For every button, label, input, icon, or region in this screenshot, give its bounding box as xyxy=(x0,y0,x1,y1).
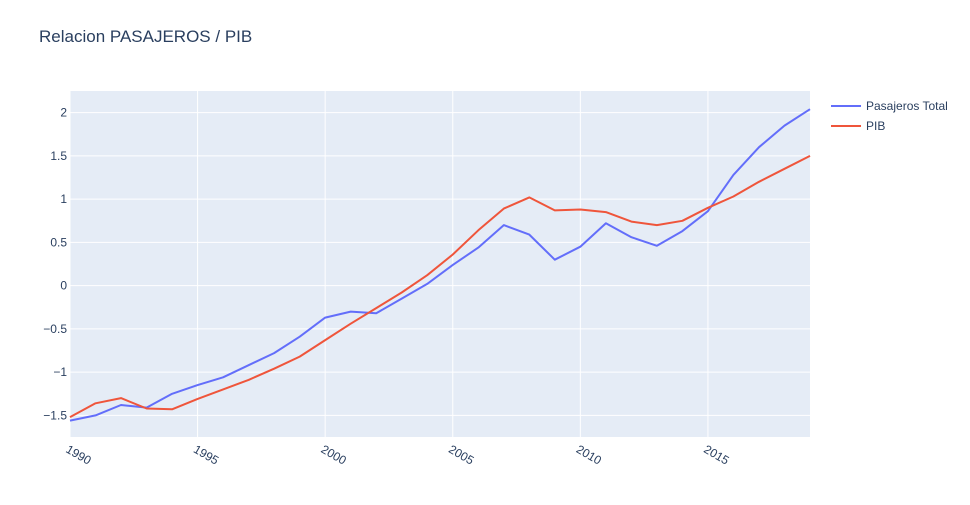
legend-item[interactable]: Pasajeros Total xyxy=(831,99,948,113)
series-line-pasajeros-total xyxy=(69,108,811,422)
y-tick-label: −0.5 xyxy=(43,322,67,336)
series-lines xyxy=(69,108,811,422)
x-tick-label: 1990 xyxy=(64,442,94,468)
chart-title: Relacion PASAJEROS / PIB xyxy=(39,27,252,46)
x-tick-label: 2010 xyxy=(574,442,604,468)
legend-label: PIB xyxy=(866,119,885,133)
legend[interactable]: Pasajeros Total PIB xyxy=(831,99,948,133)
y-tick-label: 0 xyxy=(60,279,67,293)
y-tick-label: −1 xyxy=(53,365,67,379)
legend-label: Pasajeros Total xyxy=(866,99,948,113)
legend-item[interactable]: PIB xyxy=(831,119,885,133)
y-tick-label: −1.5 xyxy=(43,408,67,422)
y-tick-label: 1.5 xyxy=(50,149,67,163)
grid-lines xyxy=(69,91,810,437)
x-tick-label: 2000 xyxy=(319,442,349,468)
x-axis-ticks: 1990 1995 2000 2005 2010 2015 xyxy=(64,442,732,468)
x-tick-label: 1995 xyxy=(191,442,221,468)
x-tick-label: 2005 xyxy=(446,442,476,468)
y-tick-label: 0.5 xyxy=(50,235,67,249)
series-line-pib xyxy=(69,155,811,418)
y-tick-label: 1 xyxy=(60,192,67,206)
y-axis-ticks: −1.5 −1 −0.5 0 0.5 1 1.5 2 xyxy=(43,106,67,423)
x-tick-label: 2015 xyxy=(701,442,731,468)
y-tick-label: 2 xyxy=(60,106,67,120)
